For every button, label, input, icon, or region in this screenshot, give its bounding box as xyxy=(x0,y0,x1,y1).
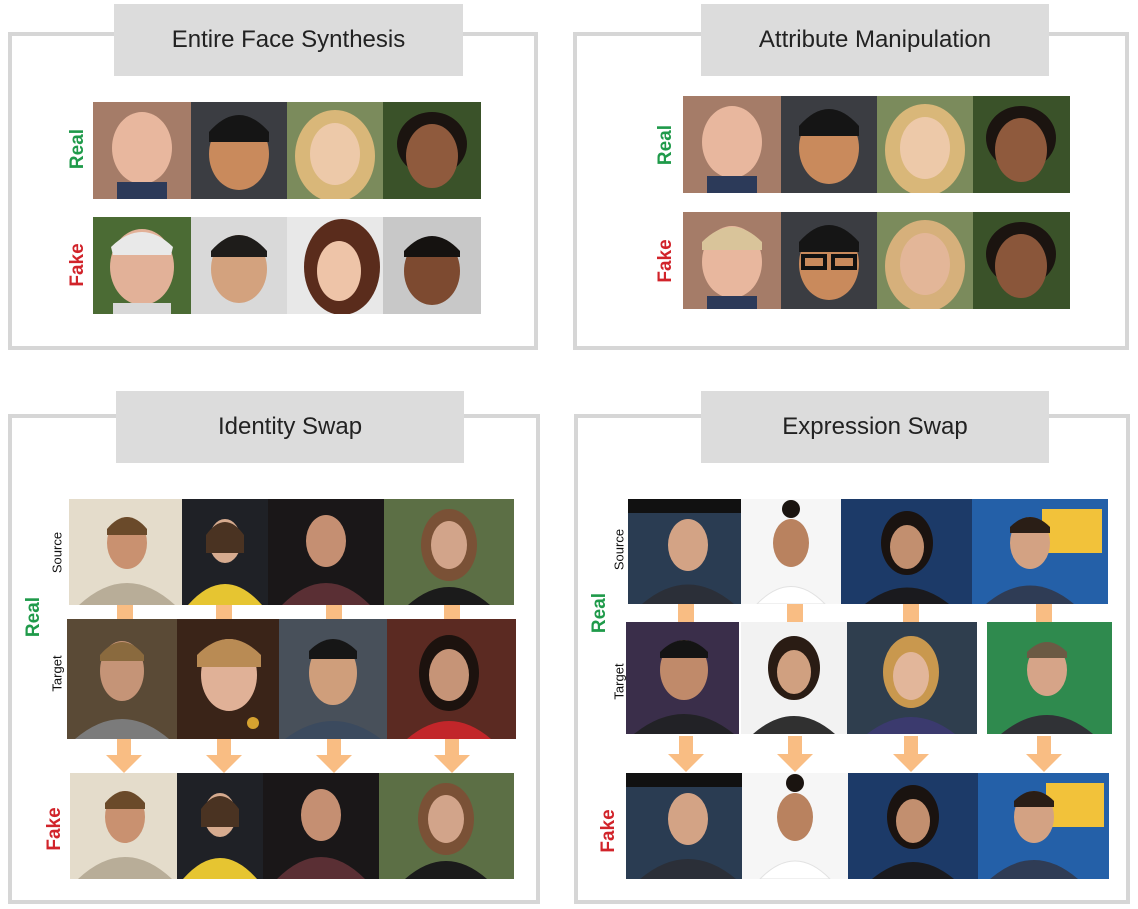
connector-bar xyxy=(216,605,232,619)
face-photo-fake-4 xyxy=(973,212,1070,309)
video-frame-fake-3 xyxy=(263,773,379,879)
connector-bar xyxy=(678,604,694,622)
connector-bar xyxy=(444,605,460,619)
video-frame-fake-2 xyxy=(742,773,848,879)
fake-label: Fake xyxy=(44,807,65,851)
face-photo-fake-3 xyxy=(877,212,973,309)
video-frame-target-2 xyxy=(177,619,279,739)
face-photo-real-2 xyxy=(191,102,287,199)
arrow-down-icon xyxy=(316,739,352,773)
source-label: Source xyxy=(49,531,65,574)
face-photo-fake-2 xyxy=(781,212,877,309)
source-label: Source xyxy=(611,528,627,571)
face-photo-real-1 xyxy=(93,102,191,199)
arrow-down-icon xyxy=(206,739,242,773)
arrow-down-icon xyxy=(893,736,929,772)
video-frame-fake-3 xyxy=(848,773,978,879)
video-frame-source-1 xyxy=(628,499,741,604)
arrow-down-icon xyxy=(1026,736,1062,772)
face-photo-fake-1 xyxy=(93,217,191,314)
connector-bar xyxy=(326,605,342,619)
video-frame-source-4 xyxy=(972,499,1108,604)
video-frame-target-3 xyxy=(279,619,387,739)
panel-title: Attribute Manipulation xyxy=(701,4,1049,76)
real-label: Real xyxy=(655,124,676,166)
arrow-down-icon xyxy=(434,739,470,773)
video-frame-source-2 xyxy=(741,499,841,604)
arrow-down-icon xyxy=(777,736,813,772)
panel-title: Identity Swap xyxy=(116,391,464,463)
connector-bar xyxy=(903,604,919,622)
arrow-down-icon xyxy=(106,739,142,773)
arrow-down-icon xyxy=(668,736,704,772)
panel-title: Expression Swap xyxy=(701,391,1049,463)
face-photo-real-1 xyxy=(683,96,781,193)
target-label: Target xyxy=(611,663,627,700)
video-frame-fake-2 xyxy=(177,773,263,879)
video-frame-source-3 xyxy=(268,499,384,605)
video-frame-target-1 xyxy=(67,619,177,739)
connector-bar xyxy=(787,604,803,622)
video-frame-fake-1 xyxy=(626,773,742,879)
face-photo-real-4 xyxy=(973,96,1070,193)
face-photo-fake-2 xyxy=(191,217,287,314)
face-photo-fake-3 xyxy=(287,217,383,314)
video-frame-target-4 xyxy=(387,619,516,739)
video-frame-target-4 xyxy=(987,622,1112,734)
face-photo-real-4 xyxy=(383,102,481,199)
face-photo-real-3 xyxy=(877,96,973,193)
face-photo-fake-4 xyxy=(383,217,481,314)
video-frame-source-1 xyxy=(69,499,182,605)
video-frame-target-3 xyxy=(847,622,977,734)
video-frame-target-1 xyxy=(626,622,739,734)
face-photo-real-2 xyxy=(781,96,877,193)
real-label: Real xyxy=(23,596,44,638)
real-label: Real xyxy=(67,128,88,170)
video-frame-fake-4 xyxy=(978,773,1109,879)
face-photo-fake-1 xyxy=(683,212,781,309)
connector-bar xyxy=(1036,604,1052,622)
fake-label: Fake xyxy=(67,243,88,287)
video-frame-source-3 xyxy=(841,499,972,604)
fake-label: Fake xyxy=(598,809,619,853)
panel-title: Entire Face Synthesis xyxy=(114,4,463,76)
real-label: Real xyxy=(589,592,610,634)
connector-bar xyxy=(117,605,133,619)
video-frame-fake-4 xyxy=(379,773,514,879)
fake-label: Fake xyxy=(655,239,676,283)
video-frame-target-2 xyxy=(741,622,847,734)
target-label: Target xyxy=(49,655,65,692)
video-frame-source-4 xyxy=(384,499,514,605)
video-frame-source-2 xyxy=(182,499,268,605)
video-frame-fake-1 xyxy=(70,773,177,879)
face-photo-real-3 xyxy=(287,102,383,199)
